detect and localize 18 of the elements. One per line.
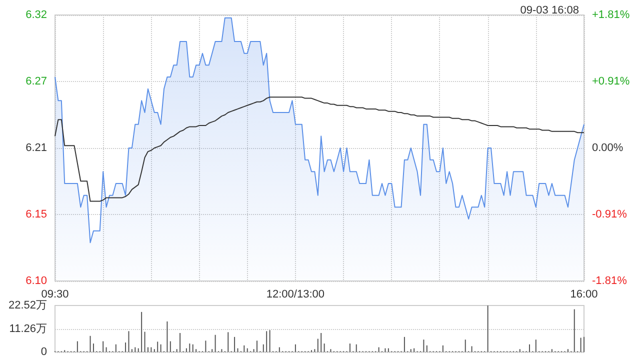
x-tick-label: 16:00 — [570, 288, 598, 300]
y-tick-label: 6.21 — [26, 142, 47, 154]
y-tick-label: 6.10 — [26, 275, 47, 287]
y-tick-label: 6.27 — [26, 76, 47, 88]
y2-tick-label: +0.91% — [592, 76, 630, 88]
y-tick-label: 0 — [40, 346, 47, 358]
x-tick-label: 09:30 — [41, 288, 69, 300]
y2-tick-label: 0.00% — [592, 142, 624, 154]
x-tick-label: 12:00/13:00 — [266, 288, 325, 300]
line-series — [54, 96, 584, 202]
y2-tick-label: +1.81% — [592, 9, 630, 21]
chart-subtitle: 09-03 16:08 — [520, 4, 579, 16]
y2-tick-label: -1.81% — [592, 275, 628, 287]
y-tick-label: 11.26万 — [9, 322, 47, 335]
y2-tick-label: -0.91% — [592, 208, 628, 220]
y-tick-label: 6.15 — [26, 208, 47, 220]
y-tick-label: 6.32 — [26, 9, 47, 21]
y-tick-label: 22.52万 — [8, 300, 47, 312]
